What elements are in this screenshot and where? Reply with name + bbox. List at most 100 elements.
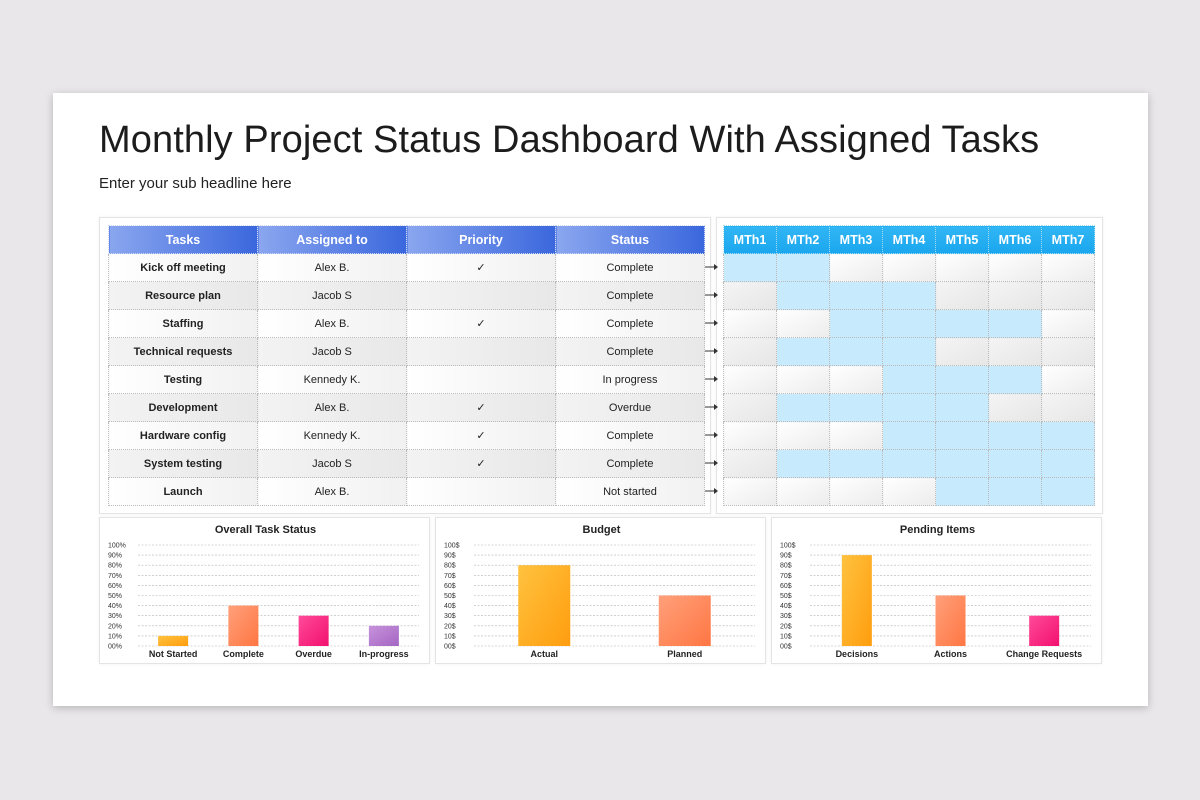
gantt-cell-active [935, 421, 989, 450]
gantt-cell [829, 477, 883, 506]
assigned-cell: Jacob S [257, 449, 407, 478]
gantt-month-header: MTh1 [723, 225, 777, 254]
arrow-right-icon [705, 488, 718, 494]
category-label: Actual [530, 649, 558, 659]
table-row: Resource plan Jacob S Complete [108, 281, 705, 310]
y-tick-label: 00% [108, 644, 122, 651]
y-tick-label: 80$ [444, 563, 456, 570]
gantt-cell-active [882, 337, 936, 366]
status-cell: Not started [555, 477, 705, 506]
gantt-cell-active [776, 337, 830, 366]
page-subtitle: Enter your sub headline here [99, 175, 292, 192]
priority-cell [406, 337, 556, 366]
y-tick-label: 70$ [780, 573, 792, 580]
page-title: Monthly Project Status Dashboard With As… [99, 119, 1040, 161]
y-tick-label: 100% [108, 543, 126, 550]
task-cell: Development [108, 393, 258, 422]
gantt-cell-active [776, 449, 830, 478]
gantt-cell-active [829, 309, 883, 338]
gantt-cell-active [829, 281, 883, 310]
gantt-cell [723, 309, 777, 338]
gantt-month-header: MTh2 [776, 225, 830, 254]
arrow-right-icon [705, 376, 718, 382]
gantt-cell [988, 281, 1042, 310]
overall-task-status-chart: Overall Task Status 100% 90% 80% 70% 60% 50% 40… [99, 517, 430, 664]
arrow-right-icon [705, 348, 718, 354]
table-row: Testing Kennedy K. In progress [108, 365, 705, 394]
tasks-table: Tasks Assigned to Priority Status Kick o… [108, 225, 705, 506]
task-cell: Hardware config [108, 421, 258, 450]
y-tick-label: 100$ [780, 543, 796, 550]
gantt-row [723, 421, 1095, 450]
y-tick-label: 30$ [444, 613, 456, 620]
header-status: Status [555, 225, 705, 254]
status-cell: Overdue [555, 393, 705, 422]
gantt-cell [988, 393, 1042, 422]
gantt-cell [723, 365, 777, 394]
gantt-cell [723, 449, 777, 478]
arrow-right-icon [705, 292, 718, 298]
arrow-right-icon [705, 320, 718, 326]
row-arrows [705, 253, 719, 505]
bar [298, 615, 329, 646]
header-priority: Priority [406, 225, 556, 254]
y-tick-label: 70% [108, 573, 122, 580]
gantt-cell-active [882, 309, 936, 338]
table-row: Kick off meeting Alex B. ✓ Complete [108, 253, 705, 282]
gantt-cell-active [935, 393, 989, 422]
task-cell: System testing [108, 449, 258, 478]
tasks-header-row: Tasks Assigned to Priority Status [108, 225, 705, 254]
gantt-cell-active [829, 449, 883, 478]
category-label: Planned [667, 649, 702, 659]
gantt-cell [723, 477, 777, 506]
gantt-cell-active [935, 365, 989, 394]
table-row: Hardware config Kennedy K. ✓ Complete [108, 421, 705, 450]
tasks-table-body: Kick off meeting Alex B. ✓ Complete Resource… [108, 253, 705, 506]
y-tick-label: 80% [108, 563, 122, 570]
gantt-cell-active [882, 281, 936, 310]
priority-cell: ✓ [406, 393, 556, 422]
gantt-cell [776, 309, 830, 338]
y-tick-label: 00$ [444, 644, 456, 651]
gantt-cell-active [988, 421, 1042, 450]
assigned-cell: Alex B. [257, 477, 407, 506]
task-cell: Resource plan [108, 281, 258, 310]
y-tick-label: 40$ [444, 603, 456, 610]
assigned-cell: Alex B. [257, 309, 407, 338]
status-cell: Complete [555, 337, 705, 366]
task-cell: Testing [108, 365, 258, 394]
arrow-right-icon [705, 460, 718, 466]
gantt-cell-active [988, 449, 1042, 478]
gantt-cell-active [1041, 449, 1095, 478]
tasks-panel: Tasks Assigned to Priority Status Kick o… [99, 217, 711, 514]
priority-cell: ✓ [406, 309, 556, 338]
gantt-cell [776, 477, 830, 506]
status-cell: Complete [555, 281, 705, 310]
gantt-cell [935, 281, 989, 310]
chart-title: Overall Task Status [215, 524, 316, 536]
gantt-cell-active [882, 365, 936, 394]
y-tick-label: 10$ [780, 633, 792, 640]
gantt-row [723, 253, 1095, 282]
y-tick-label: 100$ [444, 543, 460, 550]
gantt-cell-active [723, 253, 777, 282]
bar-chart-svg: Overall Task Status 100% 90% 80% 70% 60% 50% 40… [108, 524, 419, 659]
y-tick-label: 50% [108, 593, 122, 600]
gantt-month-header: MTh7 [1041, 225, 1095, 254]
table-row: Launch Alex B. Not started [108, 477, 705, 506]
table-row: System testing Jacob S ✓ Complete [108, 449, 705, 478]
gantt-cell [988, 337, 1042, 366]
gantt-cell [776, 421, 830, 450]
assigned-cell: Alex B. [257, 253, 407, 282]
gantt-cell [988, 253, 1042, 282]
y-tick-label: 20% [108, 623, 122, 630]
category-label: Overdue [295, 649, 332, 659]
category-label: In-progress [359, 649, 409, 659]
table-row: Technical requests Jacob S Complete [108, 337, 705, 366]
gantt-cell [723, 393, 777, 422]
priority-cell: ✓ [406, 253, 556, 282]
gantt-month-header: MTh3 [829, 225, 883, 254]
dashboard-slide: Monthly Project Status Dashboard With As… [53, 93, 1148, 706]
y-tick-label: 90$ [780, 553, 792, 560]
assigned-cell: Kennedy K. [257, 365, 407, 394]
